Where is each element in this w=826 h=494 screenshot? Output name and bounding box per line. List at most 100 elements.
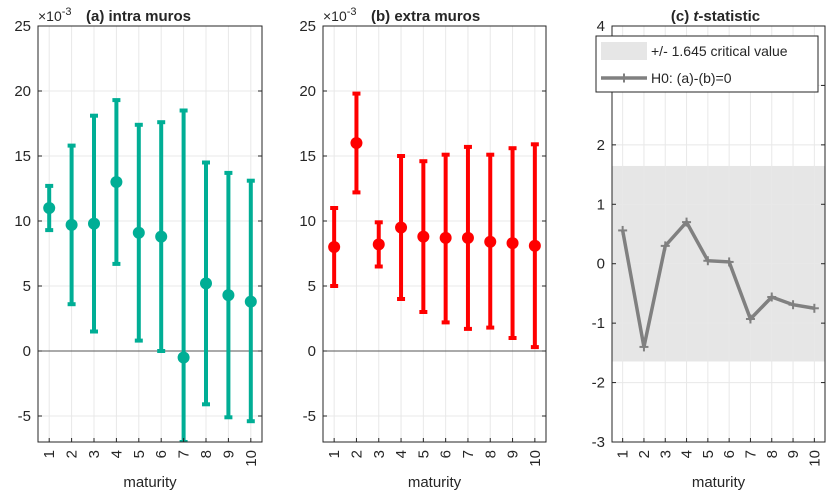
data-point (222, 289, 235, 302)
x-tick-label: 7 (742, 450, 759, 458)
axes-box (37, 25, 263, 443)
data-point (350, 137, 363, 149)
legend-label: H0: (a)-(b)=0 (651, 70, 732, 86)
y-tick-label: 15 (14, 148, 31, 165)
y-tick-label: 10 (14, 213, 31, 230)
y-tick-label: 5 (23, 278, 31, 295)
data-point (528, 239, 541, 252)
data-point (65, 218, 78, 231)
y-tick-label: 2 (597, 137, 605, 154)
x-axis-label: maturity (123, 474, 177, 491)
x-tick-label: 2 (636, 450, 653, 458)
x-tick-label: 3 (371, 450, 388, 458)
legend: +/- 1.645 critical value H0: (a)-(b)=0 (595, 35, 819, 93)
y-tick-label: -3 (592, 434, 605, 451)
data-point (88, 217, 100, 230)
y-tick-label: -1 (592, 315, 605, 332)
y-tick-label: 0 (308, 343, 316, 360)
series-line (620, 219, 815, 348)
x-tick-label: 3 (86, 450, 103, 458)
x-tick-label: 6 (721, 450, 738, 458)
x-tick-label: 5 (700, 450, 717, 458)
data-point (461, 231, 474, 244)
panel-c: -3-2-10123412345678910maturity(c) t-stat… (592, 8, 826, 491)
y-tick-label: 20 (299, 83, 316, 100)
data-point (439, 231, 452, 244)
y-tick-label: -5 (303, 408, 316, 425)
x-axis-label: maturity (692, 474, 746, 491)
axis-exponent-power: -3 (347, 6, 357, 18)
x-tick-label: 2 (348, 450, 365, 458)
data-point (372, 238, 385, 251)
x-tick-label: 10 (806, 450, 823, 467)
chart-title-part: t (693, 8, 699, 25)
x-tick-label: 5 (415, 450, 432, 458)
data-point (417, 230, 430, 243)
data-point (484, 235, 497, 248)
x-tick-label: 10 (527, 450, 544, 467)
x-tick-label: 7 (460, 450, 477, 458)
y-tick-label: 25 (14, 18, 31, 35)
x-tick-label: 1 (326, 450, 343, 458)
x-tick-label: 5 (131, 450, 148, 458)
axes-box (322, 25, 547, 443)
x-tick-label: 8 (198, 450, 215, 458)
legend-swatch-band (601, 42, 647, 60)
x-axis-label: maturity (408, 474, 462, 491)
x-tick-label: 1 (615, 450, 632, 458)
x-tick-label: 8 (482, 450, 499, 458)
y-tick-label: 0 (23, 343, 31, 360)
axes-box (611, 25, 826, 443)
y-tick-label: 10 (299, 213, 316, 230)
axis-exponent-power: -3 (62, 6, 72, 18)
chart-title: (c) t-statistic (671, 8, 760, 25)
x-tick-label: 1 (41, 450, 58, 458)
data-point (43, 202, 56, 214)
legend-label: +/- 1.645 critical value (651, 43, 788, 59)
data-point (110, 176, 123, 188)
y-tick-label: 4 (597, 18, 605, 35)
x-tick-label: 10 (243, 450, 260, 467)
chart-title: (b) extra muros (371, 8, 480, 25)
y-tick-label: 0 (597, 256, 605, 273)
y-tick-label: 25 (299, 18, 316, 35)
y-tick-label: 1 (597, 196, 605, 213)
chart-title-part: -statistic (698, 8, 760, 25)
x-tick-label: 7 (176, 450, 193, 458)
series-a (43, 98, 257, 442)
x-tick-label: 2 (64, 450, 81, 458)
x-tick-label: 3 (657, 450, 674, 458)
axis-exponent-base: ×10 (323, 8, 347, 24)
y-tick-label: 5 (308, 278, 316, 295)
data-point (132, 226, 145, 239)
y-tick-label: 20 (14, 83, 31, 100)
chart-title: (a) intra muros (86, 8, 191, 25)
x-tick-label: 9 (220, 450, 237, 458)
x-tick-label: 4 (108, 450, 125, 458)
x-tick-label: 4 (679, 450, 696, 458)
x-tick-label: 6 (153, 450, 170, 458)
x-tick-label: 9 (785, 450, 802, 458)
y-tick-label: -2 (592, 375, 605, 392)
data-point (244, 295, 257, 308)
axis-exponent: ×10-3 (38, 6, 72, 24)
data-point (200, 277, 212, 290)
chart-title-part: (c) (671, 8, 694, 25)
y-tick-label: -5 (18, 408, 31, 425)
y-tick-label: 15 (299, 148, 316, 165)
x-tick-label: 6 (438, 450, 455, 458)
series-b (328, 91, 541, 350)
data-point (328, 241, 341, 253)
data-point (177, 351, 190, 364)
axis-exponent-base: ×10 (38, 8, 62, 24)
data-point (155, 230, 168, 243)
data-point (506, 237, 519, 250)
x-tick-label: 4 (393, 450, 410, 458)
x-tick-label: 8 (764, 450, 781, 458)
data-point (395, 221, 408, 234)
axis-exponent: ×10-3 (323, 6, 357, 24)
x-tick-label: 9 (505, 450, 522, 458)
